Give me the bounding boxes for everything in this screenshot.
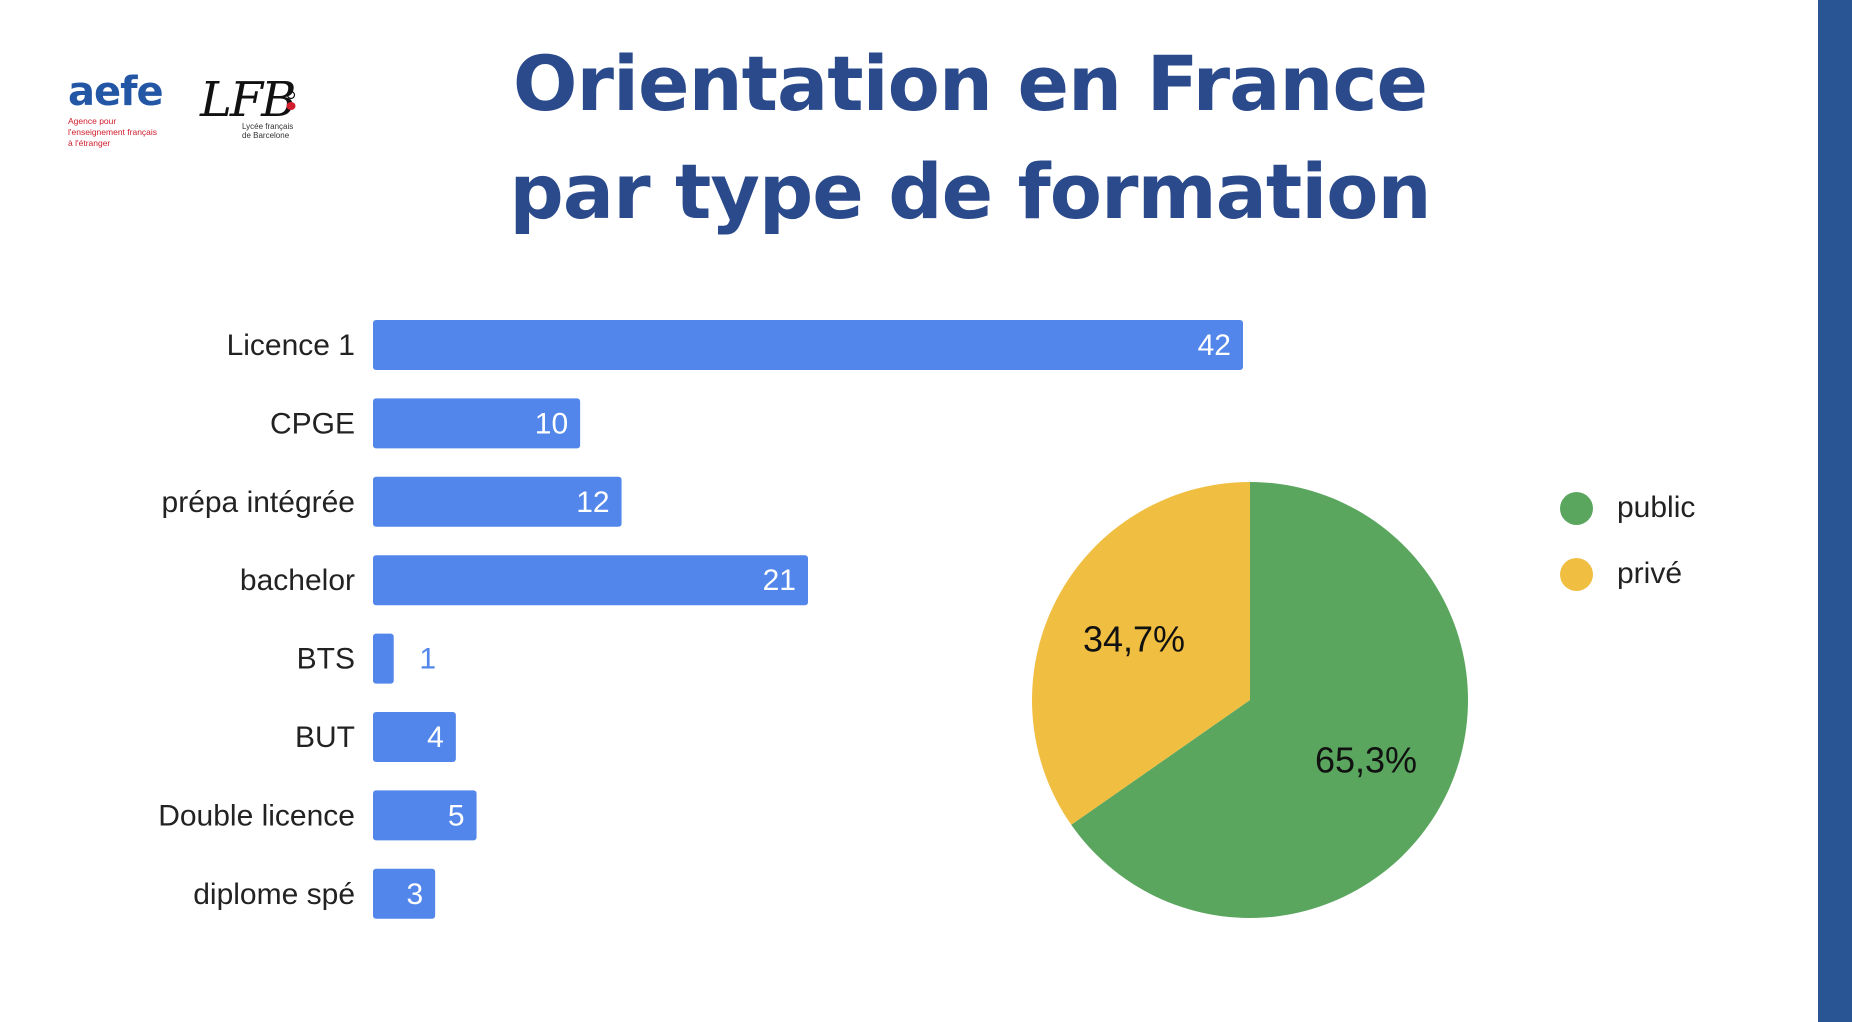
legend-item-public: public — [1560, 475, 1695, 541]
lfb-logo-line-2: de Barcelone — [242, 131, 290, 140]
legend-label-public: public — [1617, 491, 1696, 524]
bar-licence-1 — [373, 320, 1243, 370]
bar-value-double-licence: 5 — [448, 799, 465, 832]
page-title: Orientation en France par type de format… — [420, 30, 1520, 246]
pie-legend: public privé — [1560, 475, 1695, 607]
bar-bts — [373, 633, 394, 684]
bar-bachelor — [373, 555, 808, 606]
bar-value-cpge: 10 — [535, 407, 568, 440]
page-title-line-2: par type de formation — [509, 147, 1431, 236]
bar-label-cpge: CPGE — [270, 407, 355, 440]
bar-label-bts: BTS — [297, 643, 355, 676]
bar-label-but: BUT — [295, 721, 355, 754]
bar-value-but: 4 — [427, 721, 444, 754]
aefe-logo-line-1: Agence pour — [68, 116, 117, 126]
page-title-line-1: Orientation en France — [512, 39, 1428, 128]
legend-label-prive: privé — [1617, 557, 1683, 590]
bar-label-bachelor: bachelor — [240, 564, 355, 597]
pie-slice-prive — [1032, 482, 1250, 825]
aefe-logo-line-3: à l'étranger — [68, 138, 111, 148]
bar-cpge — [373, 398, 581, 449]
pie-label-prive: 34,7% — [1083, 619, 1185, 660]
aefe-logo-word: aefe — [68, 69, 164, 115]
lfb-logo: LFB Lycée français de Barcelone — [200, 76, 310, 146]
pie-slice-public — [1071, 482, 1468, 918]
formation-bar-chart: Licence 1 42 CPGE 10 prépa intégrée 12 bachelo… — [158, 320, 1243, 919]
public-private-pie-chart: 65,3% 34,7% — [1032, 482, 1468, 918]
legend-item-prive: privé — [1560, 541, 1695, 607]
aefe-logo: aefe Agence pour l'enseignement français… — [68, 72, 178, 149]
bar-double-licence — [373, 790, 477, 841]
lfb-logo-line-1: Lycée français — [242, 122, 294, 131]
bar-label-double-licence: Double licence — [158, 799, 355, 832]
bar-value-diplome-spe: 3 — [406, 878, 423, 911]
pie-label-public: 65,3% — [1315, 739, 1417, 780]
right-accent-band — [1818, 0, 1852, 1022]
lfb-logo-mark — [286, 90, 296, 110]
bar-but — [373, 712, 456, 762]
bar-prepa-integree — [373, 476, 622, 527]
bar-value-bts: 1 — [419, 643, 436, 676]
lfb-logo-word: LFB — [200, 72, 296, 128]
bar-value-licence-1: 42 — [1198, 329, 1231, 362]
lfb-logo-subtitle: Lycée français de Barcelone — [242, 122, 293, 140]
bar-value-prepa-integree: 12 — [576, 486, 609, 519]
legend-swatch-prive — [1560, 557, 1593, 591]
bar-value-bachelor: 21 — [763, 564, 796, 597]
bar-label-prepa-integree: prépa intégrée — [162, 486, 355, 519]
legend-swatch-public — [1560, 491, 1593, 525]
aefe-logo-subtitle: Agence pour l'enseignement français à l'… — [68, 116, 178, 149]
bar-label-licence-1: Licence 1 — [227, 329, 355, 362]
aefe-logo-line-2: l'enseignement français — [68, 127, 158, 137]
bar-diplome-spe — [373, 868, 436, 919]
bar-label-diplome-spe: diplome spé — [193, 878, 355, 911]
